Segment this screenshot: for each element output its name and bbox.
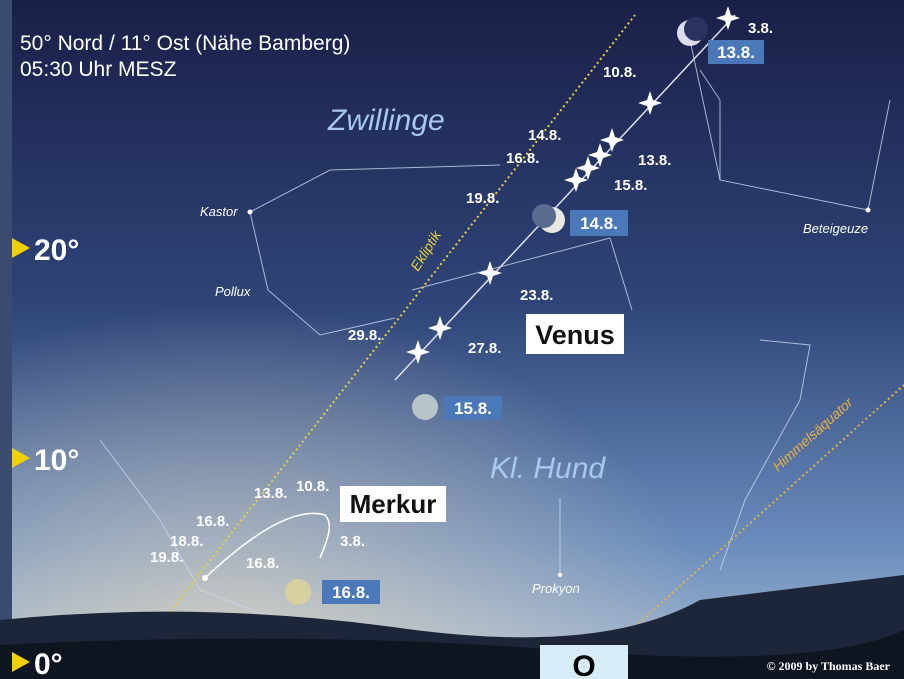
date-label: 23.8. — [520, 287, 553, 304]
date-label: 10.8. — [603, 64, 636, 81]
moon-date: 13.8. — [717, 43, 755, 62]
credit: © 2009 by Thomas Baer — [767, 659, 891, 673]
moon-date: 15.8. — [454, 399, 492, 418]
star-name: Prokyon — [532, 581, 580, 596]
date-label: 10.8. — [296, 478, 329, 495]
moon-date: 16.8. — [332, 583, 370, 602]
star-name: Pollux — [215, 284, 251, 299]
date-label: 14.8. — [528, 127, 561, 144]
planet-name: Merkur — [350, 489, 437, 519]
date-label: 19.8. — [150, 549, 183, 566]
direction: O — [572, 650, 595, 679]
planet-name: Venus — [535, 320, 615, 350]
constellation: Zwillinge — [327, 104, 445, 137]
date-label: 29.8. — [348, 327, 381, 344]
location: 50° Nord / 11° Ost (Nähe Bamberg) — [20, 32, 350, 55]
date-label: 15.8. — [614, 177, 647, 194]
altitude-label: 0° — [34, 648, 63, 679]
dawn-glow — [0, 0, 904, 679]
altitude-label: 10° — [34, 444, 79, 477]
date-label: 13.8. — [638, 152, 671, 169]
moon-date: 14.8. — [580, 214, 618, 233]
star-name: Beteigeuze — [803, 221, 868, 236]
date-label: 13.8. — [254, 485, 287, 502]
left-border — [0, 0, 12, 679]
constellation: Kl. Hund — [490, 452, 606, 485]
date-label: 16.8. — [246, 555, 279, 572]
sky-chart: 50° Nord / 11° Ost (Nähe Bamberg) 05:30 … — [0, 0, 904, 679]
date-label: 3.8. — [748, 20, 773, 37]
date-label: 16.8. — [506, 150, 539, 167]
altitude-label: 20° — [34, 234, 79, 267]
star-name: Kastor — [200, 204, 238, 219]
time: 05:30 Uhr MESZ — [20, 58, 177, 81]
date-label: 3.8. — [340, 533, 365, 550]
date-label: 16.8. — [196, 513, 229, 530]
date-label: 27.8. — [468, 340, 501, 357]
date-label: 18.8. — [170, 533, 203, 550]
date-label: 19.8. — [466, 190, 499, 207]
